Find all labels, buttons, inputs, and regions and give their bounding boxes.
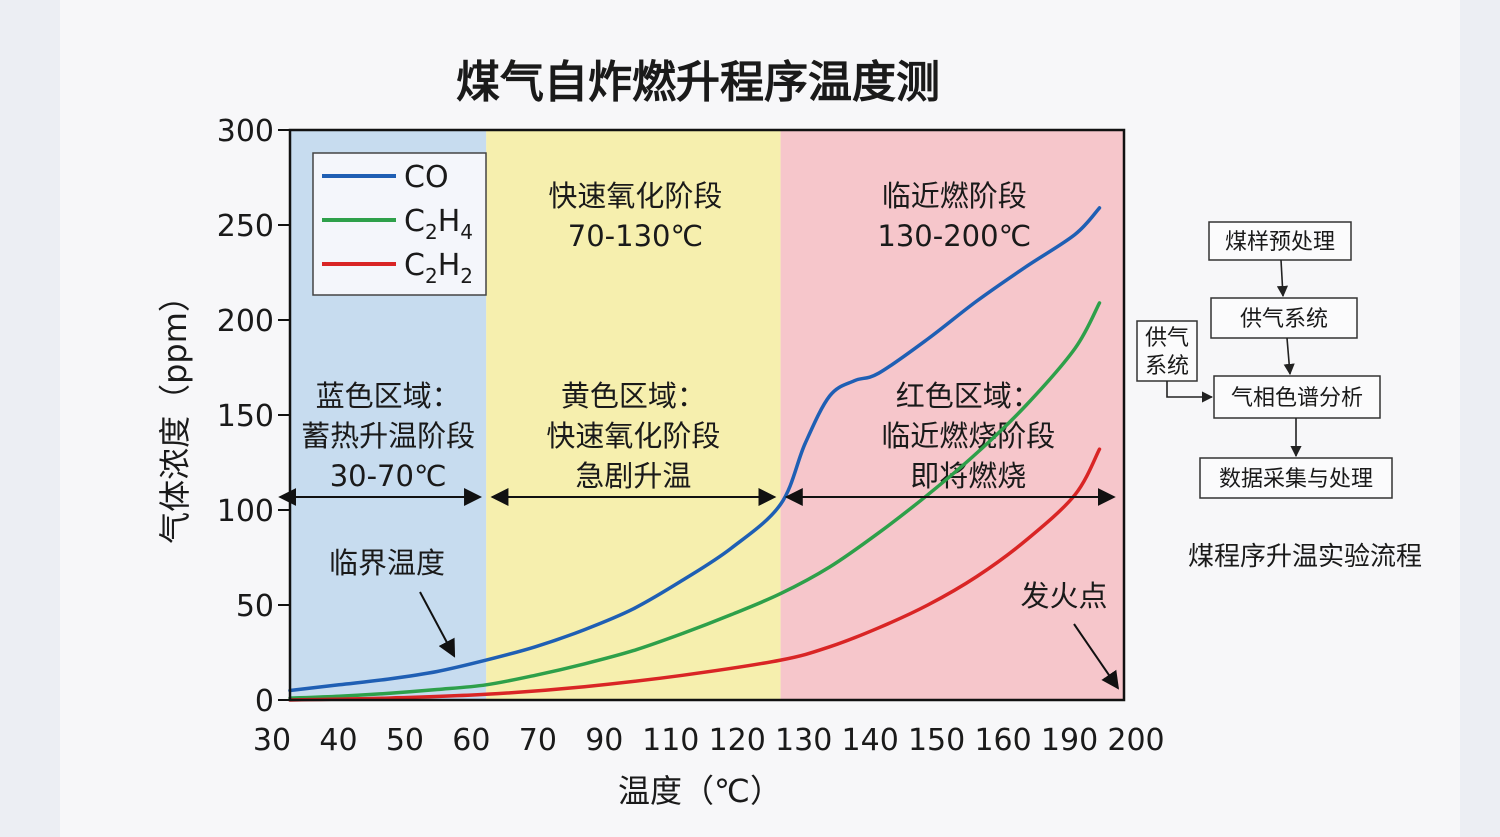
x-tick-label: 160 [974,723,1031,758]
region-2-label: 快速氧化阶段 [546,419,720,453]
region-2-top-label: 快速氧化阶段 [548,179,722,213]
region-2-top-label: 70-130℃ [568,219,703,253]
series-line-c2h2 [288,447,1102,702]
flowchart-caption: 煤程序升温实验流程 [1188,542,1422,572]
x-tick-label: 110 [642,723,699,758]
y-tick-label: 300 [217,114,274,149]
y-tick-label: 250 [217,209,274,244]
region-1-label: 蓄热升温阶段 [301,419,475,453]
x-tick-label: 140 [842,723,899,758]
flow-side-label: 供气 [1145,326,1189,351]
y-tick-label: 100 [217,494,274,529]
annotation-critical-temperature: 临界温度 [329,546,445,580]
x-tick-label: 90 [585,723,623,758]
flow-step-box [1199,457,1393,499]
region-1-label: 蓝色区域： [316,379,461,413]
x-tick-label: 30 [253,723,291,758]
region-2-label: 急剧升温 [575,459,691,493]
chart-title: 煤气自炸燃升程序温度测 [456,57,940,108]
flow-step-box [1213,375,1381,419]
y-tick-label: 150 [217,399,274,434]
x-axis: 30 40 50 60 70 90 110 120 130 140 150 160 190 200 [253,723,1165,758]
y-axis: 0 50 100 150 200 250 300 [217,114,290,719]
x-tick-label: 130 [775,723,832,758]
flow-arrow [1276,259,1289,298]
region-3-top-label: 130-200℃ [877,219,1031,253]
flow-side-label: 系统 [1145,354,1189,379]
x-tick-label: 70 [519,723,557,758]
x-tick-label: 120 [709,723,766,758]
flow-step-label: 供气系统 [1240,307,1328,332]
series-line-co [288,206,1102,693]
x-tick-label: 190 [1041,723,1098,758]
x-axis-label: 温度（℃） [618,772,782,810]
region-3-top-label: 临近燃阶段 [882,179,1027,213]
flow-side-box [1136,320,1198,382]
region-band-2 [486,130,781,700]
region-3-label: 即将燃烧 [910,459,1026,493]
region-2-label: 黄色区域： [561,379,706,413]
flow-step-box [1208,221,1352,261]
series-line-c2h4 [288,301,1102,700]
region-band-3 [780,130,1124,700]
flow-step-label: 数据采集与处理 [1219,467,1373,492]
flow-step-box [1210,297,1358,339]
y-tick-label: 0 [255,684,274,719]
flow-step-label: 气相色谱分析 [1231,386,1363,411]
x-tick-label: 200 [1107,723,1164,758]
region-1-label: 30-70℃ [330,459,447,493]
y-axis-label: 气体浓度（ppm） [156,280,194,544]
x-tick-label: 60 [452,723,490,758]
series-lines [288,206,1102,702]
region-3-label: 临近燃烧阶段 [881,419,1055,453]
flow-step-label: 煤样预处理 [1225,230,1335,255]
region-3-label: 红色区域： [896,379,1041,413]
annotation-ignition-point: 发火点 [1020,579,1107,613]
y-tick-label: 50 [236,589,274,624]
y-tick-label: 200 [217,304,274,339]
x-tick-label: 150 [908,723,965,758]
legend-label-co: CO [404,160,449,195]
legend-label-c2h2: C2H2 [404,248,473,288]
flow-side-arrow [1166,381,1214,403]
annotation-ignition-arrow [1073,623,1120,690]
annotation-critical-arrow [419,591,456,658]
x-tick-label: 50 [386,723,424,758]
flow-arrow [1283,337,1295,376]
x-tick-label: 40 [319,723,357,758]
legend-label-c2h4: C2H4 [404,204,473,244]
